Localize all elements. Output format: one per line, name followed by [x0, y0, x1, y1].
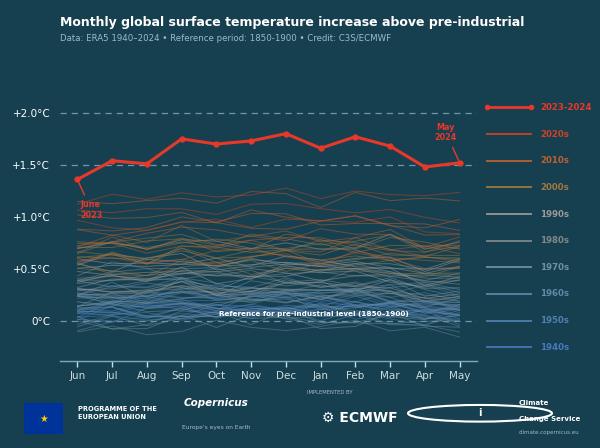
Text: 1960s: 1960s — [541, 289, 569, 298]
Text: IMPLEMENTED BY: IMPLEMENTED BY — [307, 390, 353, 395]
Text: ★: ★ — [39, 414, 48, 424]
Text: i: i — [478, 408, 482, 418]
Text: Data: ERA5 1940–2024 • Reference period: 1850-1900 • Credit: C3S/ECMWF: Data: ERA5 1940–2024 • Reference period:… — [60, 34, 391, 43]
Text: Climate: Climate — [519, 400, 550, 406]
Text: 1980s: 1980s — [541, 236, 569, 245]
Text: Change Service: Change Service — [519, 416, 580, 422]
Text: Europe's eyes on Earth: Europe's eyes on Earth — [182, 425, 250, 430]
Text: 2020s: 2020s — [541, 129, 569, 138]
Text: 2000s: 2000s — [541, 183, 569, 192]
Text: Monthly global surface temperature increase above pre-industrial: Monthly global surface temperature incre… — [60, 16, 524, 29]
Text: 2023-2024: 2023-2024 — [541, 103, 592, 112]
Text: 1950s: 1950s — [541, 316, 569, 325]
Text: PROGRAMME OF THE
EUROPEAN UNION: PROGRAMME OF THE EUROPEAN UNION — [78, 406, 157, 420]
Text: Reference for pre-industrial level (1850–1900): Reference for pre-industrial level (1850… — [219, 311, 409, 317]
Text: May
2024: May 2024 — [434, 123, 458, 160]
Text: 1940s: 1940s — [541, 343, 569, 352]
FancyBboxPatch shape — [24, 403, 63, 435]
Text: Copernicus: Copernicus — [184, 398, 248, 408]
Text: climate.copernicus.eu: climate.copernicus.eu — [519, 430, 580, 435]
Text: 2010s: 2010s — [541, 156, 569, 165]
Text: 1990s: 1990s — [541, 210, 569, 219]
Text: 1970s: 1970s — [541, 263, 569, 272]
Text: ⚙ ECMWF: ⚙ ECMWF — [322, 410, 398, 424]
Text: June
2023: June 2023 — [79, 182, 103, 220]
